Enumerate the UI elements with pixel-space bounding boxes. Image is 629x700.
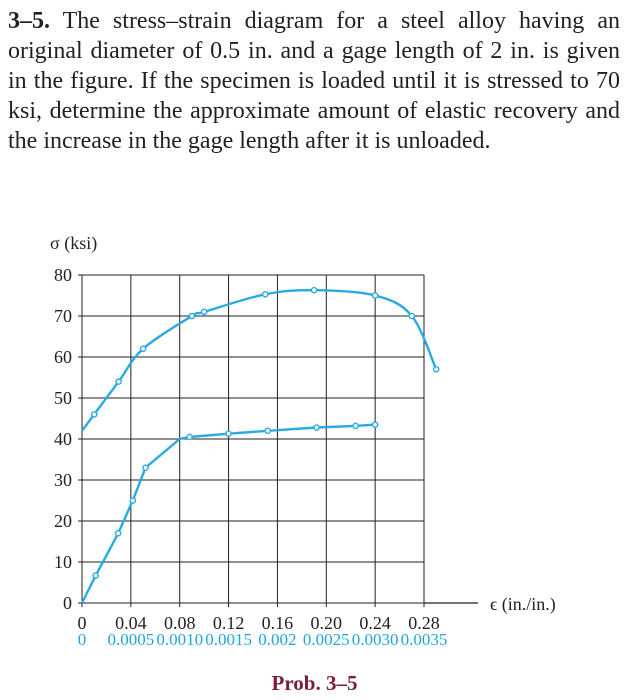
stress-strain-curve-lower (80, 423, 376, 604)
x-tick-label-upper: 0.04 (115, 613, 147, 633)
problem-statement: 3–5. The stress–strain diagram for a ste… (8, 6, 620, 156)
x-tick-label-lower: 0.0005 (107, 630, 154, 649)
problem-text: The stress–strain diagram for a steel al… (8, 8, 620, 154)
data-point (225, 430, 232, 437)
x-tick-label-upper: 0.24 (359, 613, 391, 633)
x-tick-label-upper: 0.08 (164, 613, 196, 633)
x-tick-label-upper: 0.12 (213, 613, 245, 633)
data-point (310, 286, 318, 294)
x-tick-label-lower: 0.002 (258, 630, 296, 649)
data-point (261, 290, 269, 298)
y-axis-label: σ (ksi) (50, 233, 97, 254)
y-tick-label: 50 (54, 388, 72, 408)
x-tick-label-lower: 0.0035 (401, 630, 448, 649)
data-point (142, 464, 149, 472)
y-tick-label: 20 (54, 511, 72, 531)
y-tick-label: 40 (54, 429, 72, 449)
data-point (139, 345, 147, 353)
data-point (188, 312, 196, 320)
y-tick-label: 80 (54, 265, 72, 285)
y-tick-label: 60 (54, 347, 72, 367)
data-point (371, 421, 379, 428)
x-tick-label-upper: 0.28 (408, 613, 440, 633)
x-tick-label-lower: 0.0010 (156, 630, 203, 649)
data-point (352, 422, 359, 430)
figure-caption: Prob. 3–5 (271, 671, 358, 695)
stress-strain-curve-upper (81, 288, 438, 432)
data-point (200, 308, 208, 316)
x-tick-label-lower: 0.0025 (303, 630, 350, 649)
data-point (92, 572, 99, 579)
data-point (115, 378, 122, 385)
x-axis-label: ϵ (in./in.) (490, 594, 556, 615)
x-tick-label-upper: 0.20 (311, 613, 343, 633)
y-tick-label: 0 (63, 593, 72, 613)
data-point (408, 312, 416, 320)
y-tick-label: 30 (54, 470, 72, 490)
data-point (90, 411, 98, 418)
x-tick-label-upper: 0.16 (262, 613, 294, 633)
data-point (129, 497, 137, 504)
chart-grid (78, 274, 478, 607)
data-point (371, 292, 379, 299)
x-tick-label-upper: 0 (78, 613, 87, 633)
x-tick-label-lower: 0.0015 (205, 630, 252, 649)
data-point (186, 433, 193, 441)
problem-number: 3–5. (8, 8, 50, 34)
data-point (264, 427, 271, 435)
chart-curves (80, 286, 440, 604)
y-tick-label: 70 (54, 306, 72, 326)
data-point (432, 365, 440, 373)
data-point (313, 424, 320, 431)
x-tick-label-lower: 0 (78, 630, 87, 649)
data-point (114, 530, 122, 537)
x-tick-label-lower: 0.0030 (352, 630, 399, 649)
y-tick-label: 10 (54, 552, 72, 572)
